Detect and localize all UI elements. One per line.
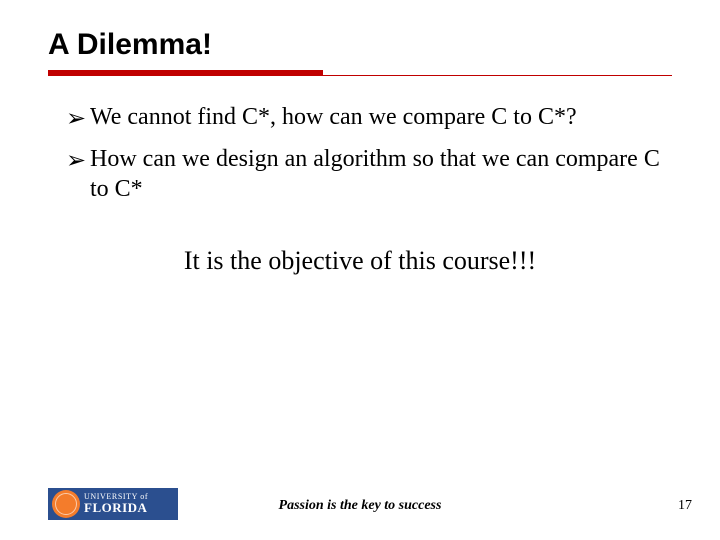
emphasis-line: It is the objective of this course!!! (48, 246, 672, 276)
title-rule (48, 70, 672, 78)
bullet-item: ➢ How can we design an algorithm so that… (66, 144, 662, 204)
bullet-text: We cannot find C*, how can we compare C … (90, 104, 577, 130)
slide-title: A Dilemma! (48, 28, 672, 62)
bullet-list: ➢ We cannot find C*, how can we compare … (48, 102, 672, 204)
bullet-text: How can we design an algorithm so that w… (90, 146, 660, 202)
bullet-marker-icon: ➢ (66, 146, 86, 176)
slide-footer: UNIVERSITY of FLORIDA Passion is the key… (0, 484, 720, 520)
slide: A Dilemma! ➢ We cannot find C*, how can … (0, 0, 720, 540)
title-rule-thick (48, 70, 323, 76)
bullet-item: ➢ We cannot find C*, how can we compare … (66, 102, 662, 132)
page-number: 17 (678, 498, 692, 514)
footer-tagline: Passion is the key to success (0, 498, 720, 514)
bullet-marker-icon: ➢ (66, 104, 86, 134)
